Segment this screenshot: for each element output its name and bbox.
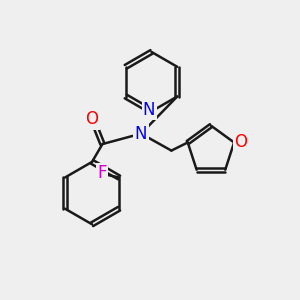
Text: O: O [85,110,98,128]
Text: N: N [135,125,147,143]
Text: F: F [98,164,107,182]
Text: N: N [143,101,155,119]
Text: O: O [234,134,247,152]
